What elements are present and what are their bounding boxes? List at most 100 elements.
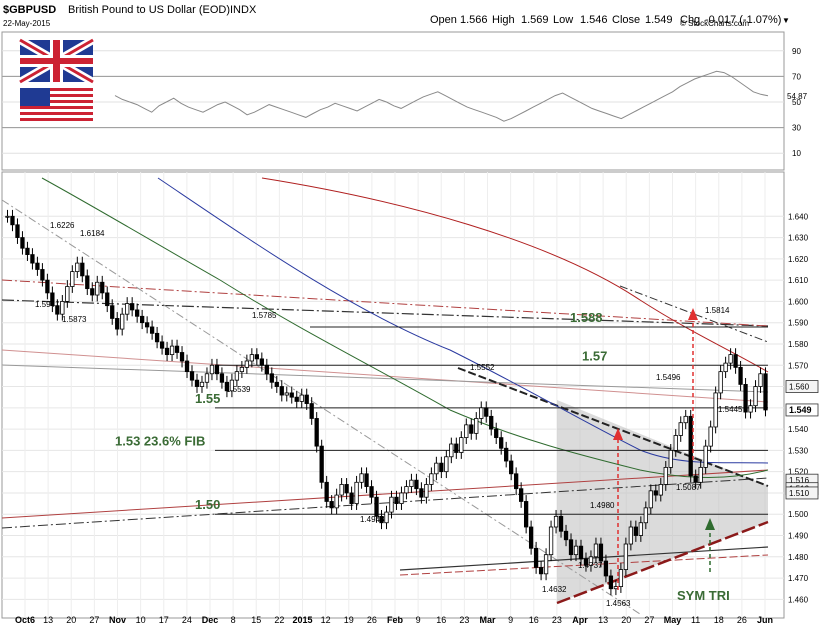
candle-body bbox=[504, 447, 509, 462]
x-tick-label: 9 bbox=[508, 615, 513, 625]
candle-body bbox=[199, 381, 205, 387]
candle-body bbox=[105, 292, 110, 307]
x-tick-label: Nov bbox=[109, 615, 126, 625]
candle-body bbox=[139, 315, 145, 324]
candle-body bbox=[374, 496, 379, 517]
candle-body bbox=[55, 305, 60, 315]
price-annotation: 1.5785 bbox=[252, 311, 277, 320]
price-tick-label: 1.580 bbox=[788, 340, 809, 349]
candle-body bbox=[125, 303, 130, 315]
chart-header: $GBPUSD British Pound to US Dollar (EOD)… bbox=[3, 4, 790, 28]
x-tick-label: 26 bbox=[737, 615, 747, 625]
candle-body bbox=[593, 543, 599, 558]
candle-body bbox=[439, 462, 444, 473]
level-label: 1.57 bbox=[582, 348, 607, 363]
candle-body bbox=[60, 301, 65, 315]
exchange-label: INDX bbox=[230, 4, 257, 16]
candle-body bbox=[304, 394, 309, 404]
candle-body bbox=[638, 522, 643, 536]
candle-body bbox=[115, 318, 120, 330]
candle-body bbox=[219, 373, 225, 383]
candle-body bbox=[419, 488, 424, 498]
candle-body bbox=[663, 467, 668, 485]
candle-body bbox=[678, 422, 683, 436]
candle-body bbox=[164, 347, 170, 356]
candle-body bbox=[494, 428, 499, 439]
candle-body bbox=[738, 366, 743, 385]
candle-body bbox=[130, 303, 135, 311]
high-label: High bbox=[492, 14, 515, 26]
rsi-panel-frame bbox=[1, 31, 785, 171]
candle-body bbox=[70, 271, 75, 287]
candle-body bbox=[279, 386, 284, 396]
price-tick-label: 1.490 bbox=[788, 532, 809, 541]
candle-body bbox=[239, 366, 245, 373]
candle-body bbox=[329, 501, 334, 509]
candle-body bbox=[149, 326, 155, 334]
candle-body bbox=[349, 492, 354, 504]
candle-body bbox=[409, 479, 414, 487]
candle-body bbox=[384, 511, 389, 524]
candle-body bbox=[110, 305, 115, 319]
candle-body bbox=[479, 407, 484, 419]
price-annotation: 1.4632 bbox=[542, 585, 567, 594]
x-tick-label: 11 bbox=[691, 615, 700, 625]
candle-body bbox=[364, 473, 369, 487]
candle-body bbox=[40, 269, 45, 281]
candle-body bbox=[568, 539, 574, 556]
price-grid bbox=[2, 172, 784, 618]
price-tick-label: 1.630 bbox=[788, 234, 809, 243]
candle-body bbox=[234, 371, 240, 381]
candle-body bbox=[229, 379, 235, 392]
candle-body bbox=[748, 405, 753, 413]
us-flag-icon bbox=[20, 88, 93, 124]
candle-body bbox=[154, 332, 160, 343]
moving-average-blue bbox=[157, 177, 769, 464]
x-tick-label: 27 bbox=[644, 615, 654, 625]
candle-body bbox=[189, 371, 195, 381]
candle-body bbox=[643, 507, 648, 524]
price-annotation: 1.6184 bbox=[80, 229, 105, 238]
candle-body bbox=[454, 443, 459, 453]
moving-average-green bbox=[41, 177, 769, 478]
price-annotation: 1.5552 bbox=[470, 363, 495, 372]
trend-lines bbox=[1, 199, 769, 615]
chg-label: Chg bbox=[680, 14, 700, 26]
price-tick-label: 1.470 bbox=[788, 574, 809, 583]
candle-body bbox=[389, 496, 394, 513]
candle-body bbox=[673, 435, 678, 451]
open-label: Open bbox=[430, 14, 457, 26]
candle-body bbox=[434, 462, 439, 475]
x-tick-label: Mar bbox=[479, 615, 496, 625]
candle-body bbox=[558, 515, 564, 532]
candle-body bbox=[35, 262, 40, 270]
candle-body bbox=[543, 554, 549, 575]
candle-body bbox=[628, 526, 634, 545]
candle-body bbox=[354, 481, 359, 504]
candle-body bbox=[528, 526, 534, 549]
x-tick-label: 23 bbox=[459, 615, 469, 625]
level-label: 1.55 bbox=[195, 391, 220, 406]
price-tick-label: 1.500 bbox=[788, 510, 809, 519]
price-annotation: 1.4563 bbox=[606, 599, 631, 608]
candle-body bbox=[184, 360, 190, 373]
uk-flag-icon bbox=[18, 36, 95, 86]
candle-body bbox=[95, 281, 100, 296]
price-annotation: 1.5873 bbox=[62, 315, 87, 324]
candle-body bbox=[194, 379, 200, 387]
rsi-tick-label: 50 bbox=[792, 98, 801, 107]
candle-body bbox=[269, 373, 274, 383]
price-tick-label: 1.590 bbox=[788, 319, 809, 328]
candle-body bbox=[598, 543, 604, 562]
x-tick-label: 22 bbox=[274, 615, 284, 625]
candle-body bbox=[608, 575, 614, 590]
candle-body bbox=[648, 490, 653, 509]
candle-body bbox=[449, 443, 454, 458]
price-tick-label: 1.620 bbox=[788, 255, 809, 264]
moving-average-red bbox=[261, 177, 769, 373]
candle-body bbox=[244, 360, 250, 368]
candle-body bbox=[424, 484, 429, 498]
